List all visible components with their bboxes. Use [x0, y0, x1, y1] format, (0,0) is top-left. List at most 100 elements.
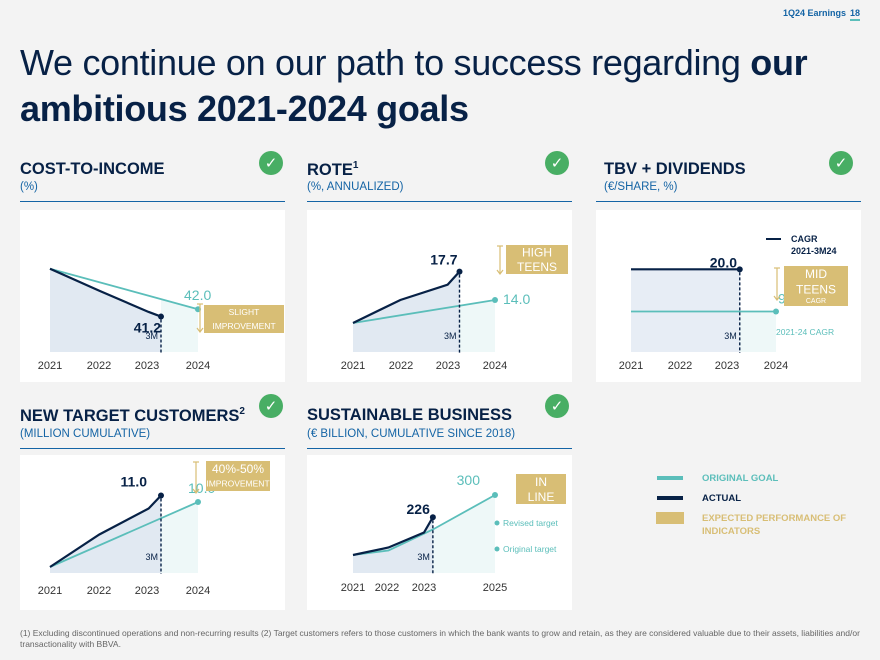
tbv-rule [596, 201, 861, 202]
original-target-label: Original target [503, 544, 557, 554]
x-tick-label: 2024 [186, 360, 210, 372]
actual-area [353, 271, 460, 352]
ntc-subtitle: (MILLION CUMULATIVE) [20, 428, 151, 440]
expected-badge [506, 245, 568, 274]
cagr-period: 2021-3M24 [791, 246, 837, 256]
expected-badge [784, 266, 848, 306]
badge-arrow-head [192, 488, 200, 494]
expected-badge-text: MID [805, 267, 827, 281]
cti-title-text: COST-TO-INCOME [20, 160, 165, 178]
legend-label-original: ORIGINAL GOAL [702, 473, 779, 484]
legend-swatch-actual [657, 496, 683, 500]
x-tick-label: 2024 [764, 360, 788, 372]
goal-value-label: 14.0 [503, 291, 530, 307]
revised-target-label: Revised target [503, 518, 558, 528]
sb-title: SUSTAINABLE BUSINESS [307, 406, 512, 425]
goal-line [352, 299, 496, 324]
ntc-title: NEW TARGET CUSTOMERS2 [20, 406, 245, 426]
goal-point [773, 308, 779, 315]
expected-badge-text: TEENS [517, 260, 557, 274]
header-label: 1Q24 Earnings [782, 8, 846, 18]
expected-badge [206, 461, 270, 491]
tbv-check-icon: ✓ [829, 151, 853, 175]
cti-subtitle: (%) [20, 181, 38, 193]
rote-subtitle: (%, ANNUALIZED) [307, 181, 404, 193]
rote-check-icon: ✓ [545, 151, 569, 175]
page-header: 1Q24 Earnings 18 [782, 8, 860, 21]
badge-arrow-head [773, 295, 781, 301]
x-tick-label: 2022 [87, 585, 111, 597]
x-tick-label: 2023 [715, 360, 739, 372]
goal-point [492, 297, 498, 303]
expected-badge-text: LINE [528, 490, 555, 504]
x-tick-label: 2024 [483, 360, 507, 372]
x-tick-label: 2021 [38, 585, 62, 597]
rote-title: ROTE1 [307, 160, 358, 180]
expected-badge [204, 305, 284, 333]
period-marker-label: 3M [145, 331, 158, 341]
legend-swatch-expected [656, 512, 684, 524]
x-tick-label: 2021 [38, 360, 62, 372]
x-tick-label: 2022 [668, 360, 692, 372]
ntc-title-text: NEW TARGET CUSTOMERS [20, 407, 240, 425]
ntc-footnote-ref: 2 [239, 406, 245, 417]
legend: ORIGINAL GOAL ACTUAL EXPECTED PERFORMANC… [655, 470, 860, 542]
actual-point [456, 268, 463, 275]
title-regular: We continue on our path to success regar… [20, 42, 751, 83]
tbv-title-text: TBV + DIVIDENDS [604, 160, 746, 178]
actual-line [352, 516, 434, 557]
ntc-rule [20, 448, 285, 449]
actual-area [353, 517, 433, 573]
x-tick-label: 2022 [87, 360, 111, 372]
x-tick-label: 2023 [412, 582, 436, 594]
actual-point [158, 313, 164, 320]
period-marker-label: 3M [444, 331, 457, 341]
goal-line [49, 267, 199, 311]
tbv-chart: 3M20.09.02021202220232024MIDTEENSCAGRCAG… [619, 234, 848, 372]
x-tick-label: 2024 [186, 585, 210, 597]
legend-label-expected: EXPECTED PERFORMANCE OF INDICATORS [702, 513, 847, 537]
x-tick-label: 2023 [436, 360, 460, 372]
rote-title-text: ROTE [307, 161, 353, 179]
x-tick-label: 2021 [341, 582, 365, 594]
expected-badge [516, 474, 566, 504]
period-marker-label: 3M [145, 552, 158, 562]
legend-label-actual: ACTUAL [702, 493, 742, 504]
expected-badge-text: TEENS [796, 282, 836, 296]
page-title: We continue on our path to success regar… [20, 40, 860, 132]
actual-area [50, 268, 161, 352]
revised-target-dot [494, 520, 500, 526]
actual-value-label: 226 [407, 501, 431, 517]
period-marker-label: 3M [417, 552, 430, 562]
rote-rule [307, 201, 572, 202]
goal-area [432, 495, 495, 573]
expected-badge-text: SLIGHT [229, 307, 260, 317]
sb-subtitle: (€ BILLION, CUMULATIVE SINCE 2018) [307, 428, 516, 440]
sb-rule [307, 448, 572, 449]
actual-value-label: 41.2 [134, 320, 161, 336]
actual-value-label: 20.0 [710, 254, 737, 270]
x-tick-label: 2022 [389, 360, 413, 372]
actual-area [50, 495, 161, 573]
legend-swatch-original [657, 476, 683, 480]
title-bold: our ambitious 2021-2024 goals [20, 42, 808, 129]
badge-arrow-head [196, 327, 204, 333]
ntc-check-icon: ✓ [259, 394, 283, 418]
sb-chart-panel: 3M 226 300 2021 2022 2023 2025 IN LINE Revised ta… [307, 455, 572, 610]
expected-badge-text: 40%-50% [212, 462, 264, 476]
goal-area [161, 299, 198, 352]
goal-area [459, 300, 495, 352]
actual-line [352, 270, 461, 324]
x-tick-label: 2021 [341, 360, 365, 372]
goal-cagr-note: 2021-24 CAGR [776, 327, 834, 337]
goal-area [161, 502, 198, 573]
x-tick-label: 2025 [483, 582, 507, 594]
sb-title-text: SUSTAINABLE BUSINESS [307, 406, 513, 424]
goal-value-label: 300 [457, 472, 481, 488]
actual-point [158, 492, 164, 499]
actual-value-label: 17.7 [430, 252, 457, 268]
expected-badge-text: IMPROVEMENT [206, 479, 269, 489]
legend-item-original-goal: ORIGINAL GOAL [655, 470, 860, 488]
legend-item-actual: ACTUAL [655, 490, 860, 508]
actual-point [736, 266, 743, 273]
